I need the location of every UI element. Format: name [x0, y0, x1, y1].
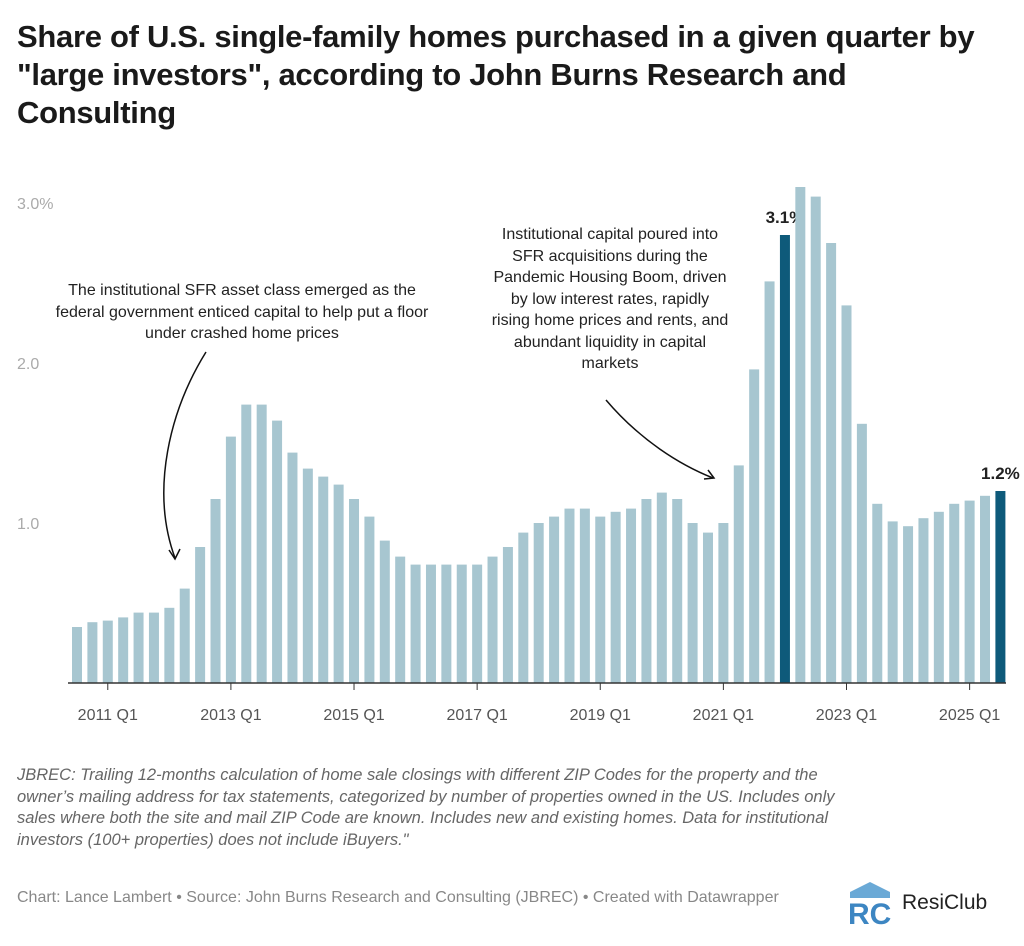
bar — [179, 588, 190, 683]
bar — [795, 187, 806, 683]
bar — [487, 556, 498, 683]
chart-title: Share of U.S. single-family homes purcha… — [17, 19, 975, 130]
bar — [287, 452, 298, 683]
x-tick-label: 2013 Q1 — [200, 707, 261, 724]
bar — [502, 547, 513, 683]
bar — [133, 612, 144, 683]
bar — [164, 607, 175, 683]
x-tick-label: 2021 Q1 — [693, 707, 754, 724]
data-label: 1.2% — [981, 464, 1020, 483]
bar — [564, 508, 575, 683]
bar — [672, 499, 683, 683]
bar — [441, 564, 452, 683]
bar — [225, 436, 236, 683]
svg-text:RC: RC — [848, 898, 891, 926]
bar — [195, 547, 206, 683]
arrow-head-left — [168, 548, 181, 561]
bar — [425, 564, 436, 683]
bar — [256, 404, 267, 683]
bar — [518, 532, 529, 683]
bar — [210, 499, 221, 683]
bar — [102, 620, 113, 683]
annotation-arrow-right — [605, 399, 714, 479]
bar — [302, 468, 313, 683]
bar — [410, 564, 421, 683]
bar — [379, 540, 390, 683]
bar — [980, 495, 991, 683]
bar — [764, 281, 775, 683]
bar — [579, 508, 590, 683]
bar — [641, 499, 652, 683]
annotation-left: The institutional SFR asset class emerge… — [55, 282, 429, 342]
bar — [333, 484, 344, 683]
x-tick-label: 2017 Q1 — [446, 707, 507, 724]
bar — [918, 518, 929, 683]
x-tick-label: 2025 Q1 — [939, 707, 1000, 724]
bar — [349, 499, 360, 683]
bar — [749, 369, 760, 683]
bar — [933, 511, 944, 683]
bar — [826, 243, 837, 683]
bar — [903, 526, 914, 683]
bar — [887, 521, 898, 683]
bar — [87, 622, 98, 683]
annotation-right: Institutional capital poured into SFR ac… — [491, 226, 729, 372]
bar — [626, 508, 637, 683]
resiclub-logo: RC ResiClub — [846, 880, 987, 926]
resiclub-logo-mark-icon: RC — [848, 882, 891, 926]
bar — [656, 492, 667, 683]
bar — [241, 404, 252, 683]
bar — [856, 423, 867, 683]
bar — [995, 491, 1006, 683]
bar — [702, 532, 713, 683]
x-tick-label: 2023 Q1 — [816, 707, 877, 724]
bar — [533, 523, 544, 683]
y-tick-label: 3.0% — [17, 196, 53, 213]
bar — [318, 476, 329, 683]
methodology-note: JBREC: Trailing 12-months calculation of… — [17, 766, 835, 849]
bar — [395, 556, 406, 683]
bar — [595, 516, 606, 683]
bar — [549, 516, 560, 683]
x-tick-label: 2019 Q1 — [570, 707, 631, 724]
y-tick-label: 2.0 — [17, 356, 39, 373]
source-credit: Chart: Lance Lambert • Source: John Burn… — [17, 889, 779, 906]
bar — [456, 564, 467, 683]
bar — [810, 196, 821, 683]
bar-chart: 1.0 2.0 3.0% 3.1% 1.2% 2011 Q1 2013 Q1 2015 Q1 2… — [17, 187, 1020, 724]
bar — [779, 235, 790, 683]
bar — [72, 627, 82, 683]
bar — [610, 511, 621, 683]
arrow-head-right — [703, 469, 716, 480]
logo-text: ResiClub — [902, 891, 988, 914]
annotation-arrow-left — [163, 351, 207, 559]
bar — [964, 500, 975, 683]
bar — [733, 465, 744, 683]
bar — [841, 305, 852, 683]
bar — [272, 420, 283, 683]
bar — [364, 516, 375, 683]
bar — [949, 503, 960, 683]
x-tick-label: 2015 Q1 — [323, 707, 384, 724]
bar — [687, 523, 698, 683]
bar — [872, 503, 883, 683]
bar — [472, 564, 483, 683]
bar — [148, 612, 159, 683]
bar — [118, 617, 129, 683]
y-tick-label: 1.0 — [17, 516, 39, 533]
data-label: 3.1% — [766, 208, 805, 227]
bar — [718, 523, 729, 683]
x-tick-label: 2011 Q1 — [78, 707, 138, 724]
